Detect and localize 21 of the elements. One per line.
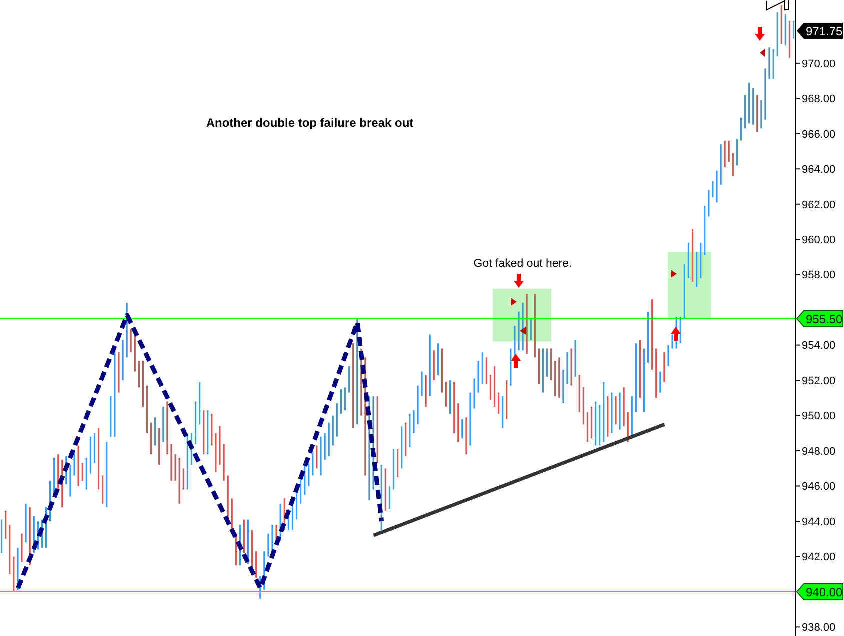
y-tick-label: 966.00 — [802, 128, 836, 141]
line-series — [16, 313, 384, 591]
annotation: Got faked out here. — [472, 258, 574, 270]
y-tick-label: 960.00 — [802, 234, 836, 247]
text: 971.75 — [806, 24, 844, 38]
y-tick-label: 954.00 — [802, 340, 836, 352]
y-tick-label: 946.00 — [802, 481, 836, 494]
ref-line-label: 955.50 — [806, 312, 844, 326]
y-tick-label: 964.00 — [802, 164, 836, 176]
y-tick-label: 948.00 — [802, 446, 836, 458]
y-tick-label: 938.00 — [802, 622, 836, 634]
y-tick-label: 958.00 — [802, 270, 836, 282]
y-tick-label: 950.00 — [802, 410, 836, 423]
y-tick-label: 952.00 — [802, 375, 836, 388]
y-tick-label: 968.00 — [802, 94, 836, 106]
ref-line-label: 940.00 — [806, 585, 844, 600]
y-tick-label: 942.00 — [802, 552, 836, 564]
y-tick-label: 962.00 — [802, 199, 836, 212]
annotation: Another double top failure break out — [205, 116, 415, 130]
y-tick-label: 970.00 — [802, 58, 836, 70]
y-tick-label: 944.00 — [802, 516, 836, 528]
